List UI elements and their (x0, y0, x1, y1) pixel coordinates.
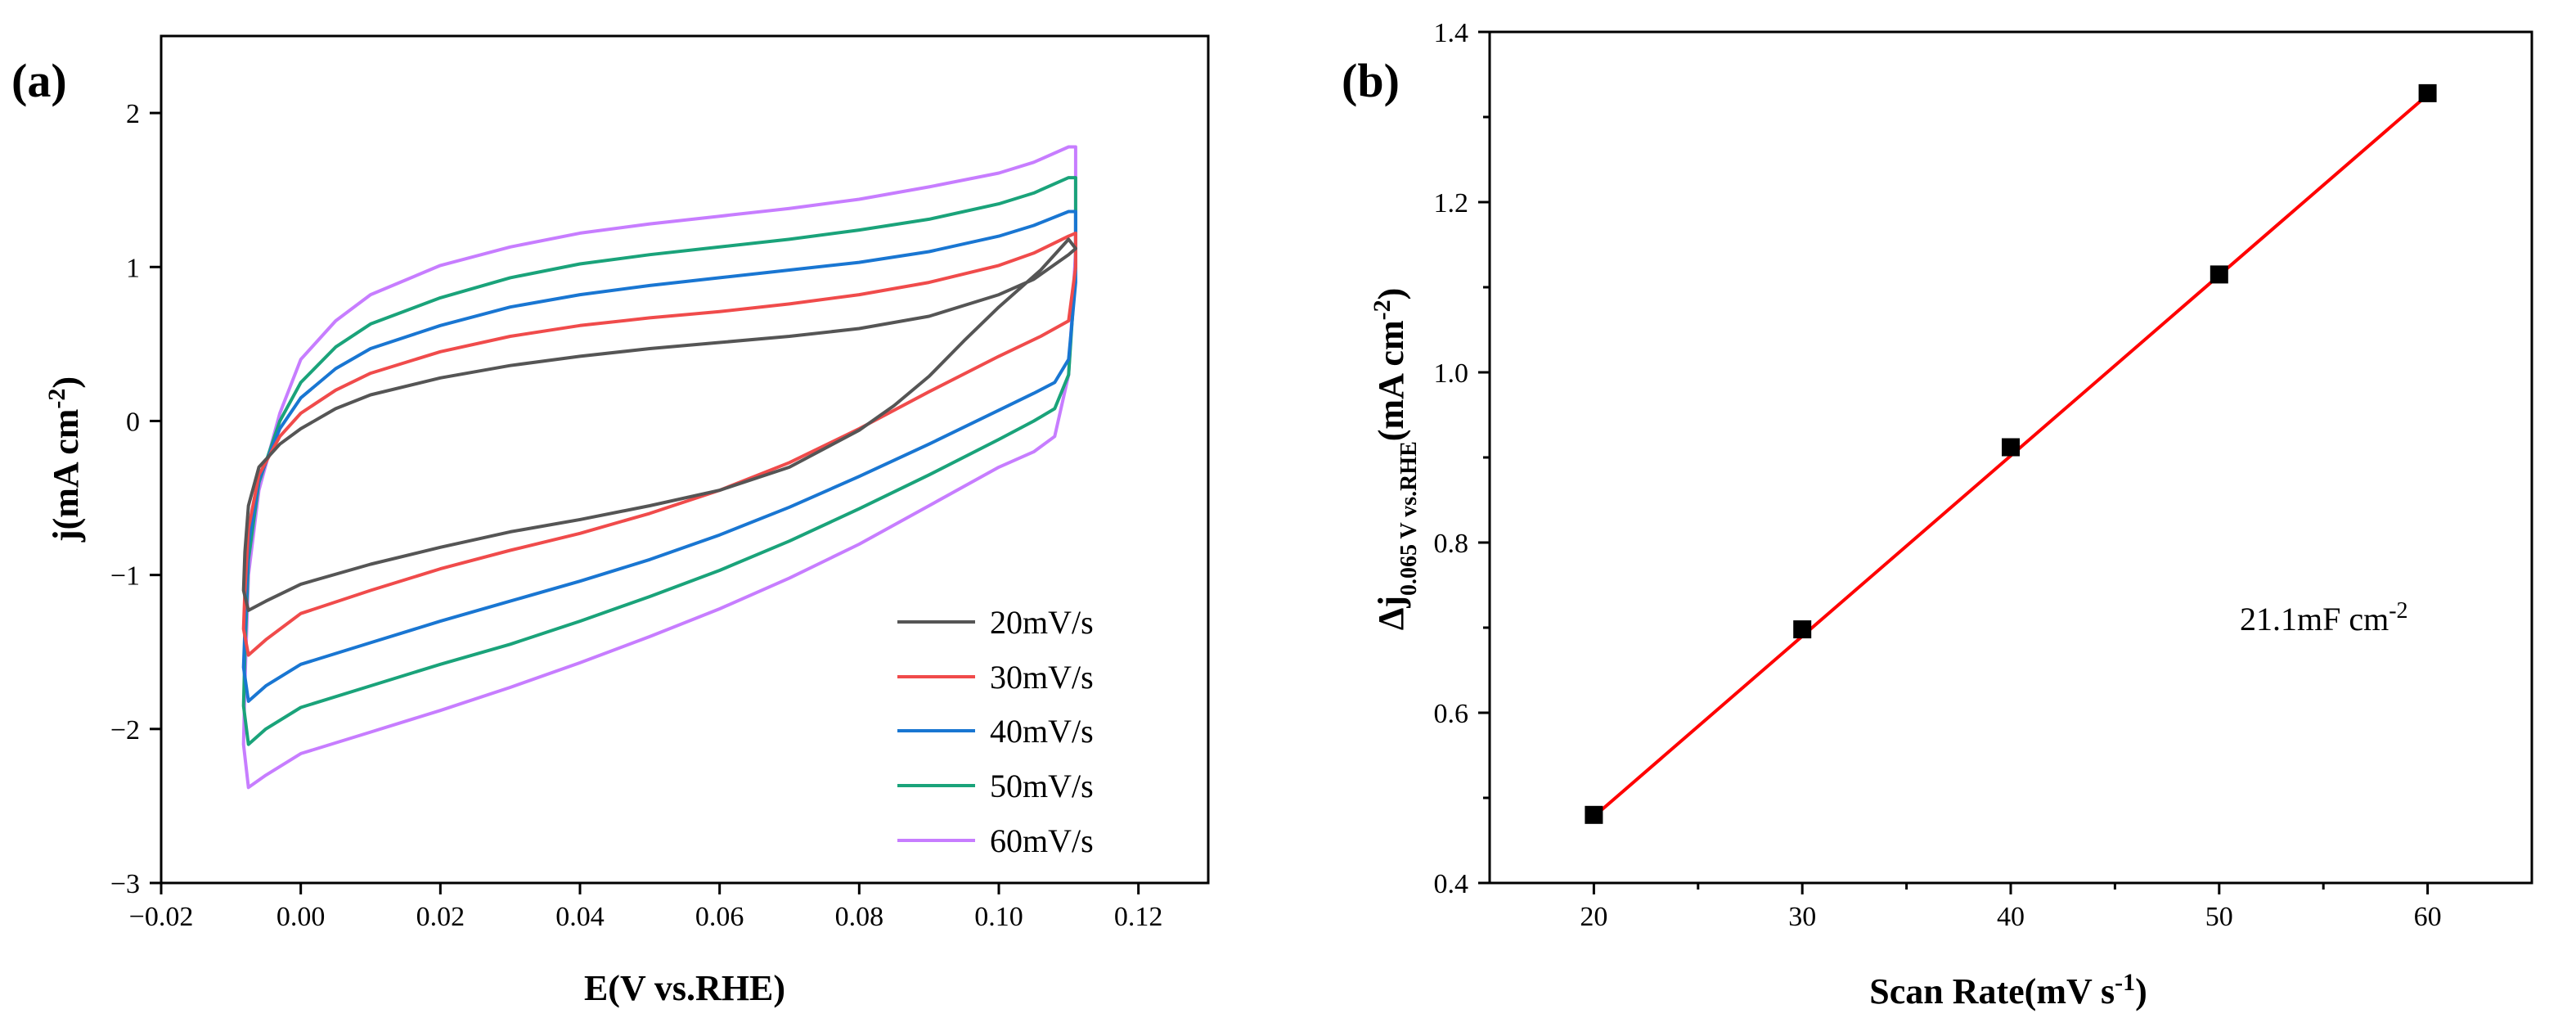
cv-curve-60mV-s (241, 145, 1077, 790)
data-point (2418, 83, 2437, 102)
a-x-tick-label: 0.06 (695, 902, 744, 932)
legend-label-30: 30mV/s (990, 659, 1094, 696)
a-x-tick-label: 0.00 (276, 902, 326, 932)
a-x-tick-label: 0.10 (974, 902, 1023, 932)
a-x-tick-label: 0.04 (555, 902, 605, 932)
panel-b-label: (b) (1342, 54, 1400, 107)
b-y-tick-label: 1.2 (1434, 188, 1469, 218)
panel-a-series (241, 145, 1077, 790)
panel-a-y-ticks: −3 −2 −1 0 1 2 (110, 99, 161, 899)
panel-a-y-axis-label: j(mA cm-2) (43, 376, 87, 543)
a-y-tick-label: −3 (110, 869, 140, 899)
panel-b-y-ticks: 0.4 0.6 0.8 1.0 1.2 1.4 (1434, 18, 1490, 899)
a-x-tick-label: 0.02 (416, 902, 465, 932)
a-x-tick-label: −0.02 (129, 902, 194, 932)
panel-b-x-ticks: 20 30 40 50 60 (1580, 883, 2442, 932)
cv-curve-40mV-s (241, 209, 1077, 703)
panel-a-x-axis-label: E(V vs.RHE) (584, 968, 785, 1008)
b-x-tick-label: 50 (2205, 902, 2233, 932)
capacitance-annotation: 21.1mF cm-2 (2240, 598, 2408, 638)
a-x-tick-label: 0.08 (835, 902, 884, 932)
cv-curve-30mV-s (241, 231, 1077, 657)
b-x-tick-label: 60 (2414, 902, 2442, 932)
a-y-tick-label: 2 (126, 99, 140, 129)
panel-a-x-ticks: −0.02 0.00 0.02 0.04 0.06 0.08 0.10 0.12 (129, 883, 1163, 932)
panel-a-plot-frame (160, 34, 1210, 885)
a-y-tick-label: −2 (110, 715, 140, 745)
b-y-tick-label: 0.8 (1434, 529, 1469, 559)
panel-b-points (1585, 83, 2437, 824)
b-y-tick-label: 0.6 (1434, 699, 1469, 729)
b-y-tick-label: 1.4 (1434, 18, 1469, 48)
panel-b: (b) 20 30 40 50 60 0.4 0.6 0.8 1.0 1.2 1.4 21.1mF… (1342, 18, 2533, 1012)
b-x-tick-label: 20 (1580, 902, 1607, 932)
panel-a-label: (a) (11, 54, 67, 107)
a-y-tick-label: 1 (126, 253, 140, 283)
a-x-tick-label: 0.12 (1114, 902, 1163, 932)
a-y-tick-label: 0 (126, 407, 140, 437)
legend-label-40: 40mV/s (990, 713, 1094, 750)
b-x-tick-label: 40 (1997, 902, 2025, 932)
legend-label-20: 20mV/s (990, 604, 1094, 641)
data-point (1585, 805, 1603, 824)
data-point (1793, 620, 1812, 639)
data-point (2002, 438, 2020, 457)
b-y-tick-label: 0.4 (1434, 869, 1469, 899)
panel-b-y-axis-label: Δj0.065 V vs.RHE(mA cm-2) (1369, 288, 1422, 631)
panel-a: (a) −0.02 0.00 0.02 0.04 0.06 0.08 0.10 0.12 −3… (11, 34, 1210, 1008)
legend-label-60: 60mV/s (990, 822, 1094, 859)
panel-b-x-axis-label: Scan Rate(mV s-1) (1869, 969, 2147, 1012)
a-y-tick-label: −1 (110, 561, 140, 592)
panel-a-legend: 20mV/s 30mV/s 40mV/s 50mV/s 60mV/s (897, 604, 1094, 859)
cv-curve-50mV-s (241, 176, 1077, 746)
legend-label-50: 50mV/s (990, 768, 1094, 804)
b-y-tick-label: 1.0 (1434, 358, 1469, 389)
data-point (2210, 265, 2228, 284)
b-x-tick-label: 30 (1788, 902, 1816, 932)
cv-curve-20mV-s (241, 237, 1077, 612)
